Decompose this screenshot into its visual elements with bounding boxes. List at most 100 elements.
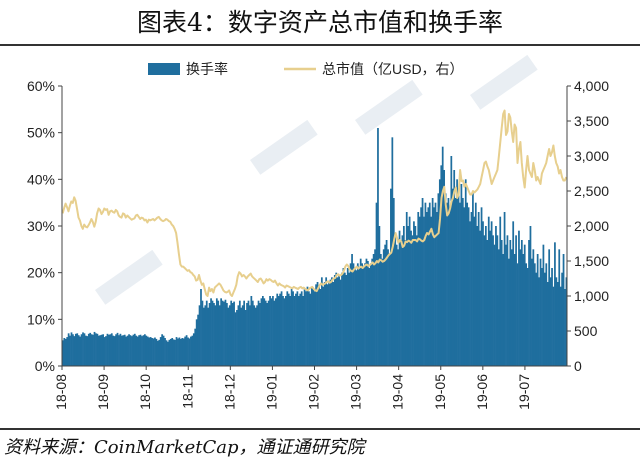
turnover-bar-349 [564, 289, 566, 366]
turnover-bar-199 [348, 272, 351, 366]
turnover-bar-11 [77, 335, 80, 366]
market-cap-line [61, 109, 568, 297]
turnover-bar-83 [181, 338, 184, 366]
turnover-bar-256 [430, 216, 433, 366]
turnover-bar-331 [538, 277, 540, 366]
turnover-bar-76 [171, 338, 174, 366]
turnover-bar-207 [359, 258, 362, 366]
turnover-bar-345 [558, 249, 561, 366]
turnover-bar-102 [208, 303, 211, 366]
turnover-bar-211 [365, 258, 368, 366]
turnover-bar-265 [443, 170, 446, 366]
turnover-bar-165 [299, 293, 302, 366]
turnover-bar-53 [138, 335, 140, 366]
turnover-bar-123 [238, 300, 241, 366]
turnover-bar-289 [477, 212, 480, 366]
turnover-bar-282 [467, 207, 470, 366]
turnover-bar-101 [207, 307, 210, 366]
turnover-bar-43 [123, 334, 126, 366]
turnover-bar-100 [205, 300, 208, 366]
turnover-bar-254 [427, 207, 430, 366]
turnover-bar-184 [326, 284, 329, 366]
turnover-bar-136 [257, 300, 260, 366]
y-left-tick-label-5: 50% [27, 125, 55, 141]
turnover-bar-320 [522, 254, 525, 366]
turnover-bar-13 [80, 334, 83, 366]
turnover-bar-302 [496, 235, 499, 366]
turnover-bar-167 [302, 296, 305, 366]
turnover-bar-215 [371, 258, 374, 366]
watermark [94, 54, 538, 305]
turnover-bar-198 [346, 268, 349, 366]
turnover-bar-190 [335, 272, 338, 366]
turnover-bar-175 [313, 291, 316, 366]
turnover-bar-226 [387, 249, 389, 366]
turnover-bar-68 [159, 337, 162, 366]
turnover-bar-209 [362, 265, 365, 366]
turnover-bar-99 [204, 305, 207, 366]
turnover-bar-107 [215, 298, 218, 366]
turnover-bar-344 [556, 282, 559, 366]
turnover-bar-145 [270, 298, 273, 366]
turnover-bar-92 [194, 328, 197, 366]
turnover-bar-304 [499, 216, 502, 366]
turnover-bar-297 [489, 230, 492, 366]
turnover-bar-21 [92, 334, 94, 366]
turnover-bar-94 [197, 314, 199, 366]
turnover-bar-28 [102, 334, 105, 366]
turnover-bar-88 [188, 338, 191, 366]
turnover-bar-52 [136, 336, 139, 366]
turnover-bar-98 [203, 307, 205, 366]
turnover-bar-89 [190, 336, 192, 366]
turnover-bar-158 [289, 296, 292, 366]
turnover-bar-2 [64, 338, 67, 366]
turnover-bar-346 [559, 286, 562, 366]
turnover-bar-293 [483, 235, 486, 366]
turnover-bar-168 [303, 289, 306, 366]
turnover-bar-240 [407, 226, 410, 366]
x-tick-label-10: 19-06 [474, 374, 490, 410]
turnover-bar-131 [250, 296, 253, 366]
turnover-bar-238 [404, 240, 407, 366]
turnover-bar-110 [220, 298, 222, 366]
turnover-bar-322 [525, 263, 528, 366]
turnover-bar-191 [336, 277, 339, 366]
turnover-bar-246 [415, 235, 418, 366]
y-right-tick-label-2: 1,000 [574, 288, 609, 304]
legend-line-label: 总市值（亿USD，右） [322, 61, 464, 77]
turnover-bar-315 [515, 235, 517, 366]
turnover-bar-18 [87, 333, 90, 366]
turnover-bar-159 [290, 289, 293, 366]
turnover-bar-201 [351, 254, 353, 366]
turnover-bar-90 [191, 335, 194, 366]
turnover-bar-9 [74, 333, 77, 366]
turnover-bar-56 [142, 335, 145, 366]
turnover-bar-203 [354, 268, 356, 366]
turnover-bar-79 [175, 337, 178, 366]
turnover-bar-291 [480, 207, 483, 366]
turnover-bar-235 [400, 240, 402, 366]
turnover-bar-314 [513, 254, 516, 366]
turnover-bar-270 [450, 156, 453, 366]
turnover-bar-78 [174, 339, 176, 366]
turnover-bar-347 [561, 272, 563, 366]
turnover-bar-187 [331, 277, 333, 366]
turnover-bar-260 [436, 212, 438, 366]
turnover-bar-251 [423, 216, 425, 366]
turnover-bar-97 [201, 300, 204, 366]
turnover-bar-109 [218, 305, 221, 366]
turnover-bar-208 [361, 263, 363, 366]
turnover-bar-69 [161, 334, 164, 366]
turnover-bar-223 [382, 249, 385, 366]
turnover-bar-160 [292, 291, 294, 366]
turnover-bar-280 [464, 179, 467, 366]
turnover-bar-342 [554, 242, 556, 366]
turnover-bar-93 [195, 319, 198, 366]
x-tick-label-6: 19-02 [306, 374, 322, 410]
turnover-bar-245 [414, 226, 417, 366]
turnover-bar-281 [466, 202, 469, 366]
y-right-tick-label-5: 2,500 [574, 183, 609, 199]
turnover-bar-200 [349, 263, 352, 366]
legend: 换手率 总市值（亿USD，右） [148, 61, 464, 77]
